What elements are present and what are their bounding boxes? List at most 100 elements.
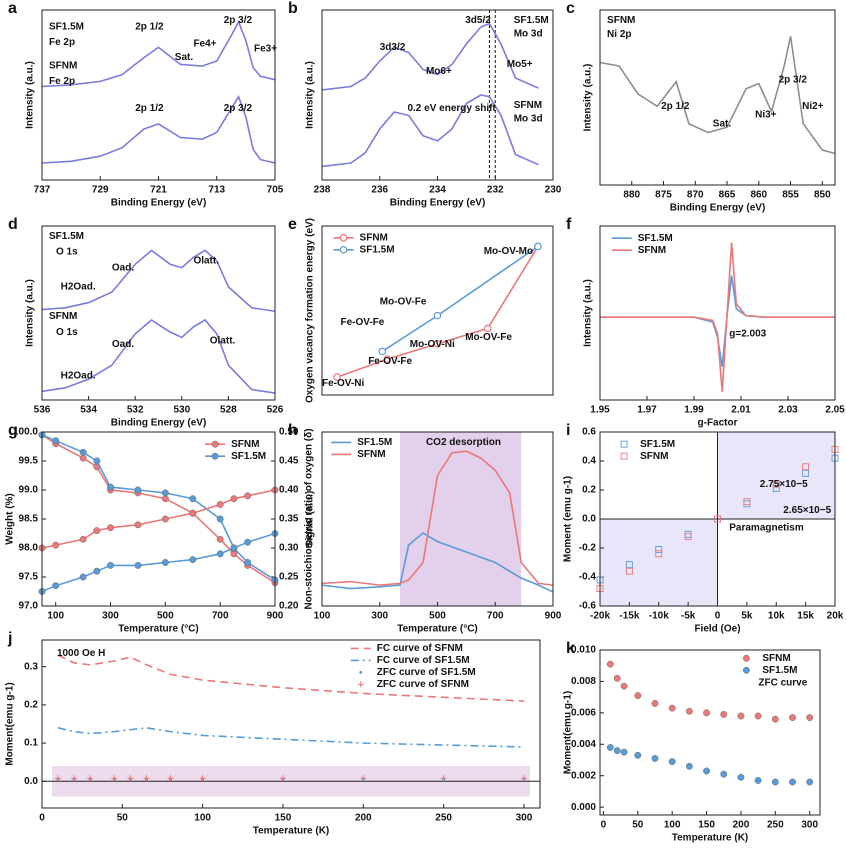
desorption-band (399, 432, 522, 606)
marker (620, 682, 628, 690)
marker (383, 355, 392, 363)
marker (244, 538, 251, 546)
y-tick-label: -0.2 (579, 543, 597, 554)
marker (685, 762, 693, 770)
x-tick-label: 238 (314, 185, 331, 196)
x-axis-label: Binding Energy (eV) (390, 198, 486, 209)
marker (230, 495, 238, 503)
y-axis-label: Moment(emu g-1) (5, 682, 16, 765)
annotation: SF1.5M (49, 231, 84, 242)
marker (111, 775, 118, 782)
annotation: SFNM (49, 311, 77, 322)
y-axis-label: Intensity (a.u.) (583, 64, 594, 132)
marker (714, 515, 721, 523)
marker (244, 492, 251, 500)
panel: a 737 729 721 713 705 Binding Energy (eV) Inten… (8, 0, 284, 208)
x-tick-label: 5k (741, 611, 753, 622)
marker (189, 556, 197, 563)
marker (606, 660, 614, 668)
y-tick-label: 0.1 (24, 738, 38, 749)
plot-frame (321, 431, 554, 607)
plot-frame (599, 225, 836, 401)
y-axis-label: Moment (emu g-1) (563, 476, 574, 562)
x-axis-label: Temperature (°C) (118, 624, 199, 635)
plot-frame (599, 9, 836, 186)
y-tick-label: 0.0 (582, 514, 596, 525)
x-tick-label: 530 (173, 405, 190, 416)
legend-label: SFNM (640, 451, 668, 462)
panel-letter: j (7, 630, 12, 647)
x-axis-label: Temperature (K) (672, 833, 749, 844)
panel: f 1.95 1.97 1.99 2.01 2.03 2.05 g-Factor Intensi… (566, 216, 845, 428)
series-line (41, 19, 276, 88)
marker (79, 535, 87, 543)
panel: j 0 50 100 150 200 250 300 0.0 0.1 0.2 0.3 Temperatu… (5, 630, 541, 837)
x-tick-label: 700 (212, 611, 229, 622)
y2-tick-label: 0.50 (279, 427, 299, 438)
panel-letter: b (288, 0, 298, 17)
marker (625, 561, 633, 569)
x-tick-label: 100 (47, 611, 64, 622)
x-tick-label: 721 (150, 185, 167, 196)
marker (216, 550, 224, 558)
panel-letter: d (8, 216, 18, 233)
panel-letter: f (566, 216, 572, 233)
marker (167, 775, 174, 782)
series-line (57, 727, 524, 748)
y-axis-label: Signal (a.u.) (305, 491, 316, 548)
x-tick-label: 300 (371, 611, 388, 622)
x-tick-label: 500 (429, 611, 446, 622)
y2-tick-label: 0.45 (279, 456, 299, 467)
series-line (41, 249, 276, 313)
marker (143, 775, 150, 782)
plot-frame (321, 9, 554, 181)
plot-frame (599, 431, 836, 607)
x-tick-label: 534 (80, 405, 97, 416)
legend-label: SF1.5M (638, 233, 673, 244)
x-tick-label: 713 (208, 185, 225, 196)
annotation: O 1s (56, 327, 78, 338)
marker (79, 448, 87, 456)
annotation: 1000 Oe H (57, 648, 105, 659)
series-line (57, 654, 524, 702)
marker (52, 582, 60, 590)
y-tick-label: 0.006 (571, 707, 596, 718)
y-tick-label: 0.004 (571, 739, 596, 750)
marker (433, 339, 442, 348)
x-tick-label: 855 (782, 190, 799, 201)
marker (134, 486, 142, 494)
plot-frame (321, 225, 554, 396)
y-tick-label: 0.4 (582, 456, 596, 467)
marker (802, 469, 810, 477)
marker (279, 775, 286, 782)
annotation: Ni2+ (802, 101, 824, 112)
legend-label: SFNM (360, 232, 388, 243)
series-line (321, 22, 539, 91)
annotation: Oad. (112, 262, 134, 273)
marker (655, 550, 663, 558)
x-tick-label: 230 (545, 185, 562, 196)
marker (93, 567, 101, 575)
marker (685, 707, 693, 715)
plot-frame (41, 225, 276, 401)
x-tick-label: 900 (267, 611, 284, 622)
series-line (321, 94, 539, 168)
marker (79, 454, 87, 462)
x-tick-label: 865 (719, 190, 736, 201)
annotation: Olatt. (210, 335, 236, 346)
y2-tick-label: 0.20 (279, 601, 299, 612)
x-tick-label: 234 (429, 185, 446, 196)
x-tick-label: 875 (655, 190, 672, 201)
annotation: Mo-OV-Mo (484, 246, 533, 257)
marker (703, 709, 710, 717)
marker (684, 532, 692, 540)
marker (79, 573, 87, 581)
y2-tick-label: 0.40 (279, 485, 299, 496)
marker (754, 777, 762, 784)
x-tick-label: 10k (768, 611, 785, 622)
annotation: 2p 3/2 (224, 103, 253, 114)
y-axis-label: Oxygen vacancy formation energy (eV) (305, 218, 316, 403)
y-axis-label: Intensity (a.u.) (25, 61, 36, 129)
panel-letter: i (566, 422, 570, 439)
annotation: Mo5+ (507, 59, 533, 70)
